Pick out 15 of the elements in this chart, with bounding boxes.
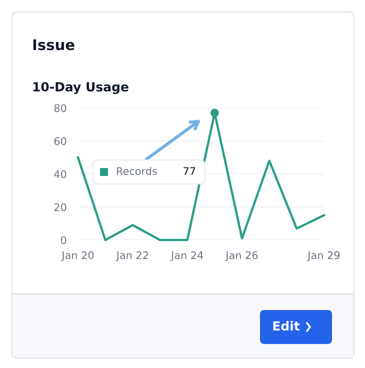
y-tick-label: 80 <box>54 104 66 112</box>
x-tick-label: Jan 26 <box>225 251 258 262</box>
chart-title: 10-Day Usage <box>33 82 128 94</box>
annotation: 77 <box>184 167 196 175</box>
text: Edit <box>273 320 300 331</box>
x-tick-label: Jan 24 <box>170 251 204 262</box>
x-tick-label: Jan 22 <box>116 251 148 262</box>
legend-label: Records <box>117 166 157 176</box>
x-tick-label: Jan 29 <box>307 251 340 262</box>
y-tick-label: 20 <box>54 203 66 212</box>
y-tick-label: 40 <box>54 170 66 178</box>
y-tick-label: 0 <box>60 236 66 244</box>
text: Issue <box>33 39 74 50</box>
y-tick-label: 60 <box>54 137 66 146</box>
x-tick-label: Jan 20 <box>61 251 94 262</box>
